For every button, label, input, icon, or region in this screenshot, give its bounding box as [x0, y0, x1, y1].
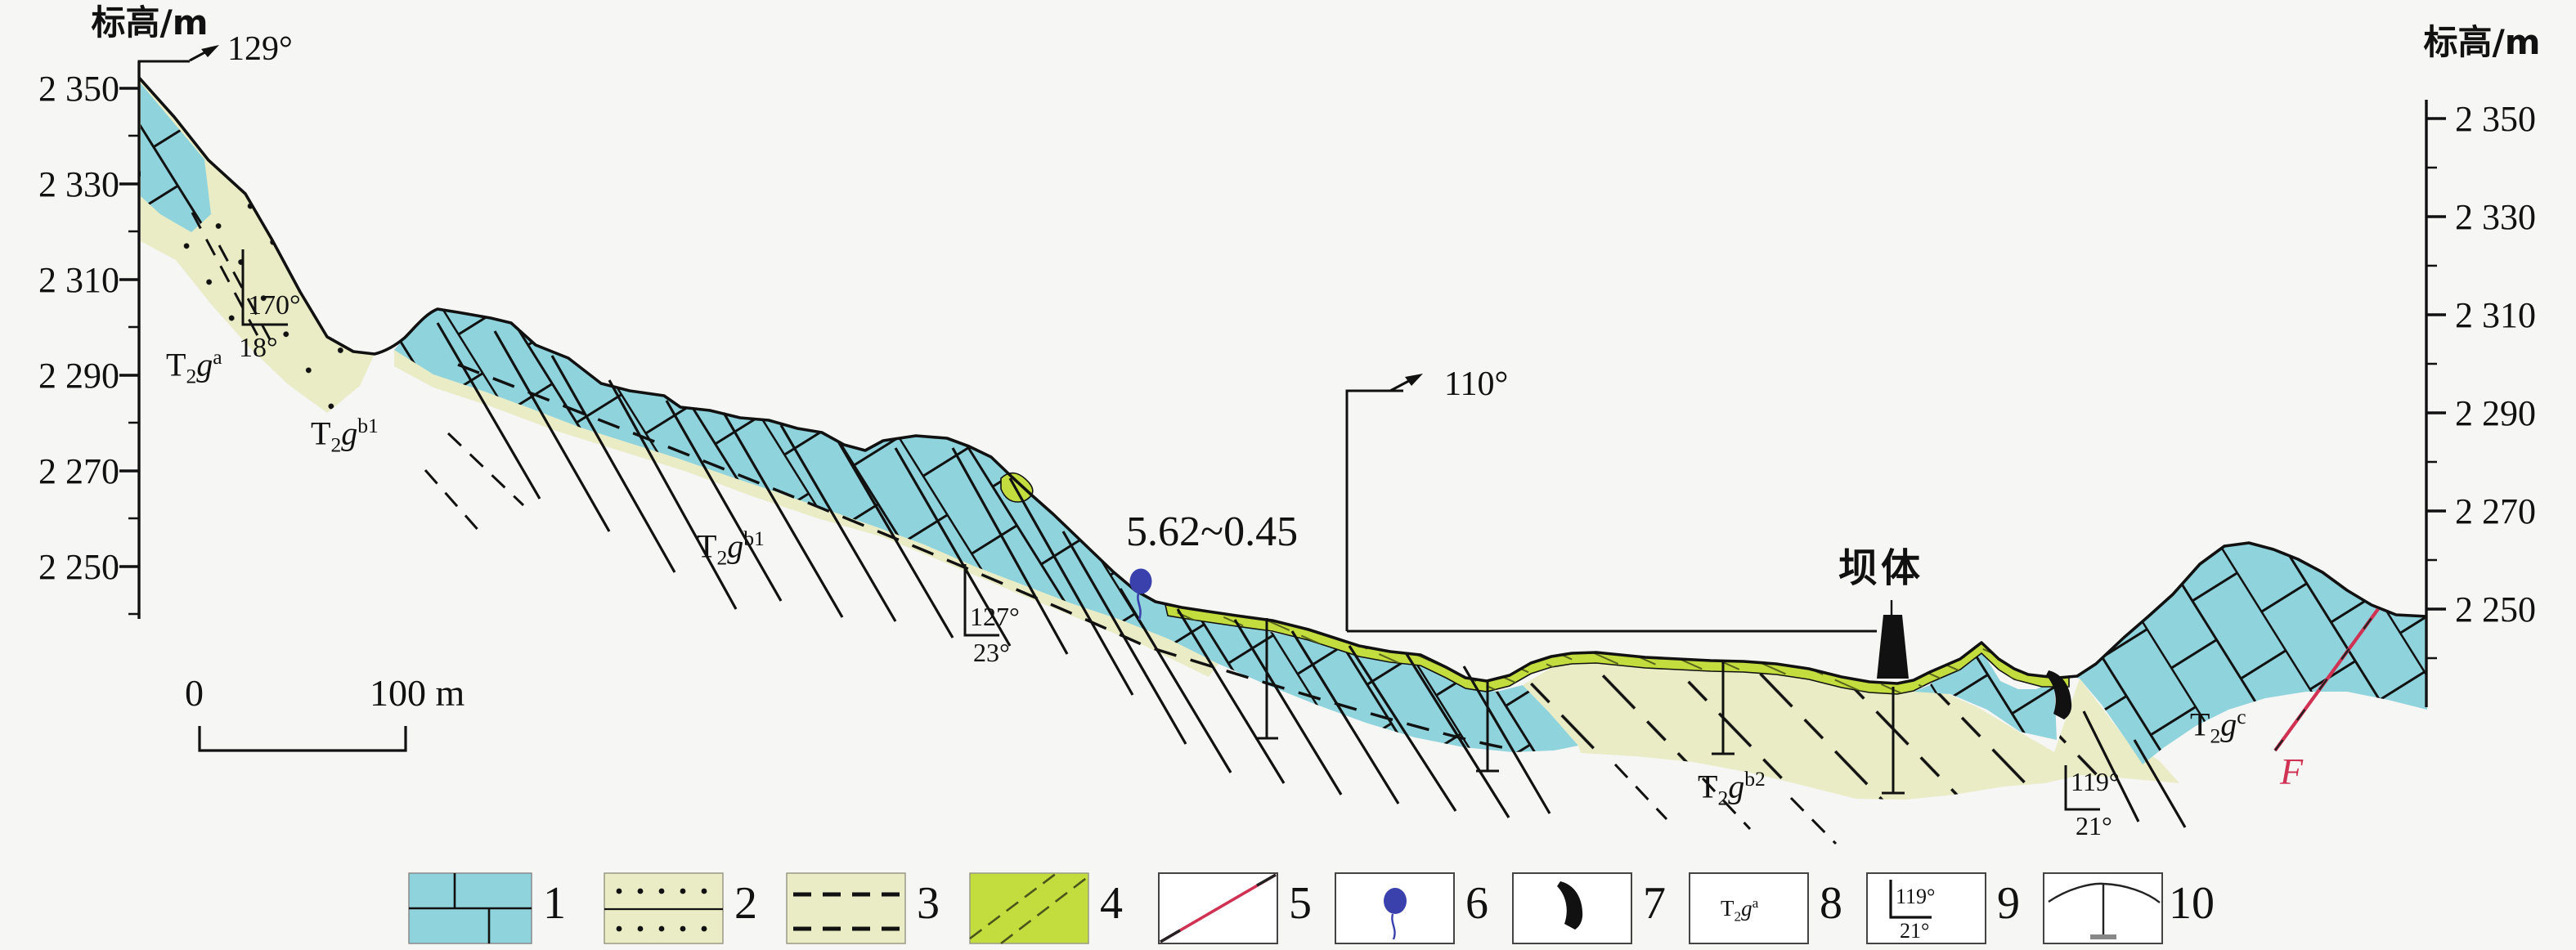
slope-angle-129-arrowhead	[201, 45, 219, 57]
dam-body	[1877, 615, 1909, 679]
right-tick-2250: 2 250	[2455, 589, 2536, 630]
right-tick-2270: 2 270	[2455, 491, 2536, 531]
legend-label-3: 3	[917, 878, 940, 929]
legend-label-8: 8	[1820, 878, 1842, 929]
legend-label-10: 10	[2169, 878, 2215, 929]
slope-angle-110-arrowhead	[1405, 374, 1423, 386]
dashed-joint-lines	[191, 212, 1838, 845]
stratum-pale-sliver	[394, 350, 1218, 677]
legend-stratum-code: T2ga	[1721, 895, 1759, 925]
right-tick-2330: 2 330	[2455, 197, 2536, 237]
legend-swatch-dashed	[786, 872, 906, 944]
legend-label-4: 4	[1100, 878, 1123, 929]
legend-swatch-borehole	[2043, 872, 2163, 944]
stratum-label-tg-c: T2gc	[2190, 705, 2246, 748]
fault-line-dashes	[2274, 608, 2379, 751]
legend-label-1: 1	[543, 878, 566, 929]
right-axis-title: 标高/m	[2423, 22, 2541, 62]
bedding-dashed-trace	[457, 363, 1512, 751]
weak-interlayer-patch	[1000, 472, 1034, 503]
slope-angle-110-leader	[1345, 374, 1419, 631]
right-tick-2290: 2 290	[2455, 393, 2536, 433]
scale-100m-label: 100 m	[370, 672, 465, 714]
scale-zero-label: 0	[185, 672, 204, 714]
legend-swatch-adit	[1512, 872, 1632, 944]
stratum-label-tg-a: T2ga	[166, 345, 222, 388]
adit-icon	[2046, 670, 2072, 719]
left-axis-title: 标高/m	[91, 2, 209, 43]
right-tick-2350: 2 350	[2455, 99, 2536, 139]
legend-label-7: 7	[1643, 878, 1666, 929]
right-tick-2310: 2 310	[2455, 295, 2536, 335]
legend-swatch-limestone	[408, 872, 532, 944]
seepage-range-label: 5.62~0.45	[1126, 509, 1299, 555]
legend-swatch-weak-interlayer	[969, 872, 1089, 945]
left-tick-2250: 2 250	[38, 547, 119, 587]
spring-icon	[1129, 568, 1152, 621]
borehole-1	[1255, 618, 1278, 740]
borehole-4	[1882, 687, 1905, 795]
left-tick-2310: 2 310	[38, 260, 119, 300]
legend-swatch-stratum-code	[1689, 872, 1809, 944]
slope-angle-129-label: 129°	[227, 30, 293, 68]
legend-swatch-attitude	[1866, 872, 1986, 944]
legend-attitude-dip: 21°	[1900, 919, 1930, 943]
attitude-170-18-bracket	[241, 249, 288, 326]
left-tick-2270: 2 270	[38, 451, 119, 491]
stratum-tg-b2-pattern	[1523, 662, 2179, 800]
stratum-label-tg-b1-upper: T2gb1	[311, 414, 379, 457]
stratum-tg-b1-pattern	[394, 309, 1578, 752]
legend-swatch-dotted	[604, 872, 724, 944]
attitude-119-strike: 119°	[2071, 767, 2120, 796]
attitude-119-21-bracket	[2064, 765, 2100, 811]
legend-label-6: 6	[1465, 878, 1488, 929]
stratum-tg-c-pattern	[2069, 543, 2427, 764]
left-tick-2350: 2 350	[38, 69, 119, 109]
dam-label: 坝体	[1838, 545, 1924, 591]
attitude-170-strike: 170°	[248, 290, 301, 320]
stratum-label-tg-b1-lower: T2gb1	[697, 527, 765, 570]
left-tick-2290: 2 290	[38, 356, 119, 396]
legend-swatch-spring	[1335, 872, 1455, 944]
left-axis	[119, 61, 141, 619]
legend-swatch-fault	[1158, 872, 1278, 944]
attitude-119-dip: 21°	[2076, 811, 2112, 840]
slope-angle-129-leader	[137, 46, 215, 78]
limestone-wedge-pattern	[141, 83, 211, 232]
weak-interlayer-pattern	[1165, 605, 2069, 694]
slope-angle-110-label: 110°	[1444, 365, 1509, 403]
attitude-127-23-bracket	[963, 564, 999, 637]
right-axis	[2425, 100, 2446, 707]
scale-bar	[198, 726, 407, 752]
attitude-170-dip: 18°	[239, 333, 278, 363]
terrain-surface	[137, 76, 2428, 685]
legend-label-5: 5	[1289, 878, 1312, 929]
legend-label-9: 9	[1997, 878, 2020, 929]
left-tick-2330: 2 330	[38, 164, 119, 204]
attitude-127-dip: 23°	[973, 638, 1010, 667]
legend-label-2: 2	[734, 878, 757, 929]
legend-attitude-strike: 119°	[1896, 885, 1936, 908]
borehole-3	[1712, 661, 1735, 755]
borehole-2	[1476, 682, 1499, 773]
fault-label: F	[2280, 751, 2304, 792]
stratum-label-tg-b2: T2gb2	[1698, 767, 1766, 810]
attitude-127-strike: 127°	[970, 602, 1020, 631]
